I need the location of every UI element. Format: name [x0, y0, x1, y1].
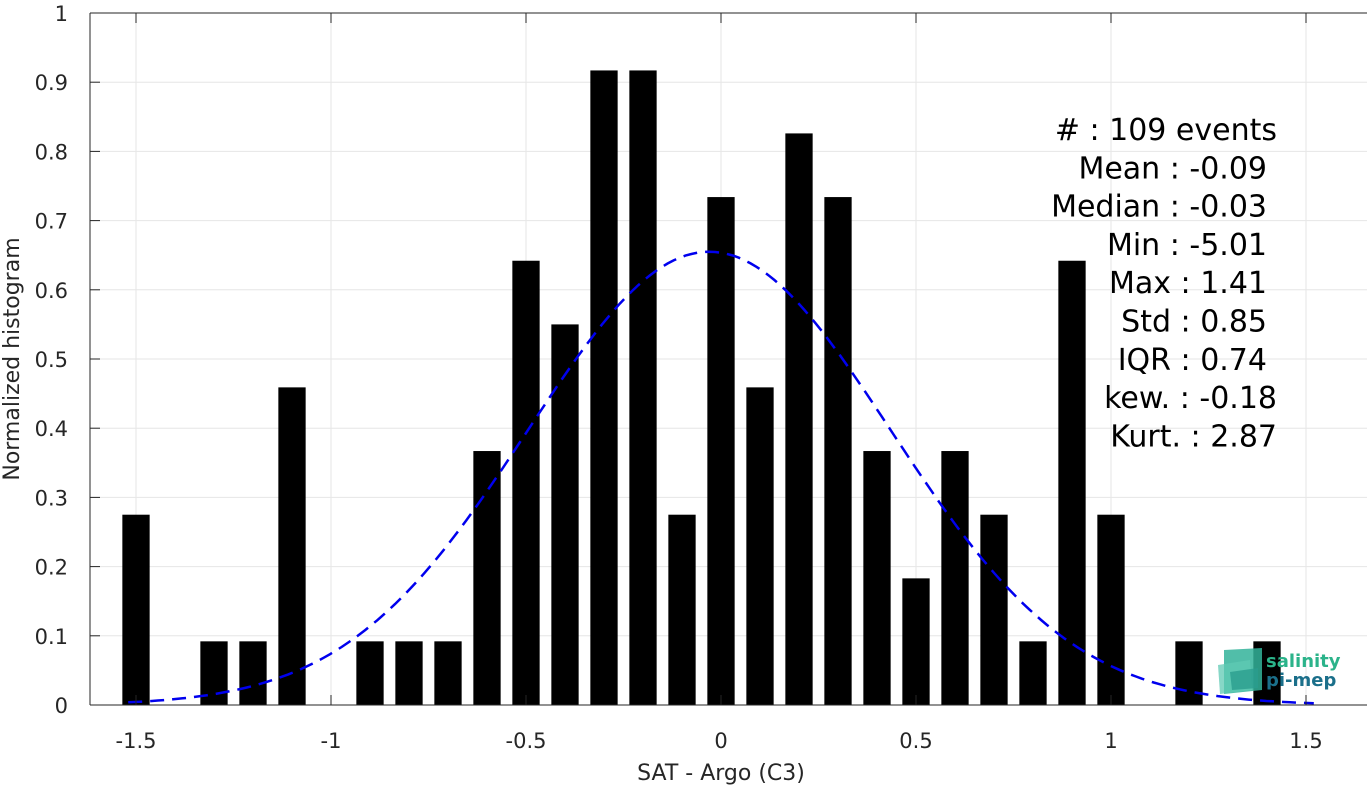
histogram-bar — [746, 387, 774, 705]
histogram-bar — [1175, 641, 1203, 705]
histogram-bar — [122, 514, 150, 705]
stat-line: Median : -0.03 — [1051, 190, 1267, 225]
histogram-bar — [941, 451, 969, 705]
axes — [89, 12, 1367, 706]
stat-line: # : 109 events — [1055, 113, 1277, 148]
histogram-bar — [902, 578, 930, 705]
x-tick-label: 1.5 — [1289, 729, 1322, 753]
x-tick-label: 1 — [1104, 729, 1117, 753]
histogram-bar — [434, 641, 462, 705]
x-tick-label: -0.5 — [506, 729, 547, 753]
y-tick-label: 0.4 — [35, 417, 68, 441]
histogram-bar — [785, 133, 813, 705]
histogram-bar — [1019, 641, 1047, 705]
stat-line: Mean : -0.09 — [1078, 151, 1267, 186]
y-tick-label: 0.8 — [35, 140, 68, 164]
stat-line: kew. : -0.18 — [1104, 381, 1277, 416]
stat-line: Min : -5.01 — [1107, 228, 1267, 263]
stat-line: Max : 1.41 — [1109, 266, 1267, 301]
y-tick-label: 0 — [55, 694, 68, 718]
x-axis-label: SAT - Argo (C3) — [637, 761, 805, 786]
histogram-bar — [551, 324, 579, 705]
histogram-bar — [473, 451, 501, 705]
histogram-bar — [239, 641, 267, 705]
stat-line: Kurt. : 2.87 — [1110, 419, 1277, 454]
x-tick-label: -1.5 — [116, 729, 157, 753]
y-tick-label: 0.6 — [35, 279, 68, 303]
histogram-bar — [629, 70, 657, 706]
histogram-bar — [278, 387, 306, 705]
y-tick-label: 0.2 — [35, 556, 68, 580]
stat-line: Std : 0.85 — [1121, 305, 1267, 340]
histogram-bar — [824, 197, 852, 705]
y-axis-label: Normalized histogram — [0, 237, 25, 480]
x-tick-label: 0.5 — [899, 729, 932, 753]
histogram-bars — [122, 70, 1281, 706]
y-tick-labels: 0 0.1 0.2 0.3 0.4 0.5 0.6 0.7 0.8 0.9 1 — [35, 2, 68, 718]
histogram-bar — [980, 514, 1008, 705]
histogram-bar — [707, 197, 735, 705]
histogram-bar — [1097, 514, 1125, 705]
x-tick-label: -1 — [321, 729, 342, 753]
y-tick-label: 0.3 — [35, 486, 68, 510]
y-tick-label: 0.7 — [35, 210, 68, 234]
logo-mark-icon — [1218, 648, 1262, 694]
histogram-bar — [356, 641, 384, 705]
histogram-bar — [863, 451, 891, 705]
histogram-bar — [1058, 260, 1086, 705]
gaussian-fit-curve — [128, 250, 1314, 705]
stat-line: IQR : 0.74 — [1118, 343, 1267, 378]
salinity-pimep-logo: salinity pi-mep — [1218, 648, 1341, 694]
y-tick-label: 0.1 — [35, 625, 68, 649]
logo-text-pimep: pi-mep — [1266, 670, 1336, 691]
logo-text-salinity: salinity — [1266, 651, 1341, 672]
histogram-bar — [512, 260, 540, 705]
y-tick-label: 0.5 — [35, 348, 68, 372]
x-tick-label: 0 — [714, 729, 727, 753]
y-tick-label: 0.9 — [35, 71, 68, 95]
histogram-bar — [590, 70, 618, 706]
y-tick-label: 1 — [55, 2, 68, 26]
histogram-bar — [668, 514, 696, 705]
x-tick-labels: -1.5 -1 -0.5 0 0.5 1 1.5 — [116, 729, 1323, 753]
histogram-bar — [395, 641, 423, 705]
